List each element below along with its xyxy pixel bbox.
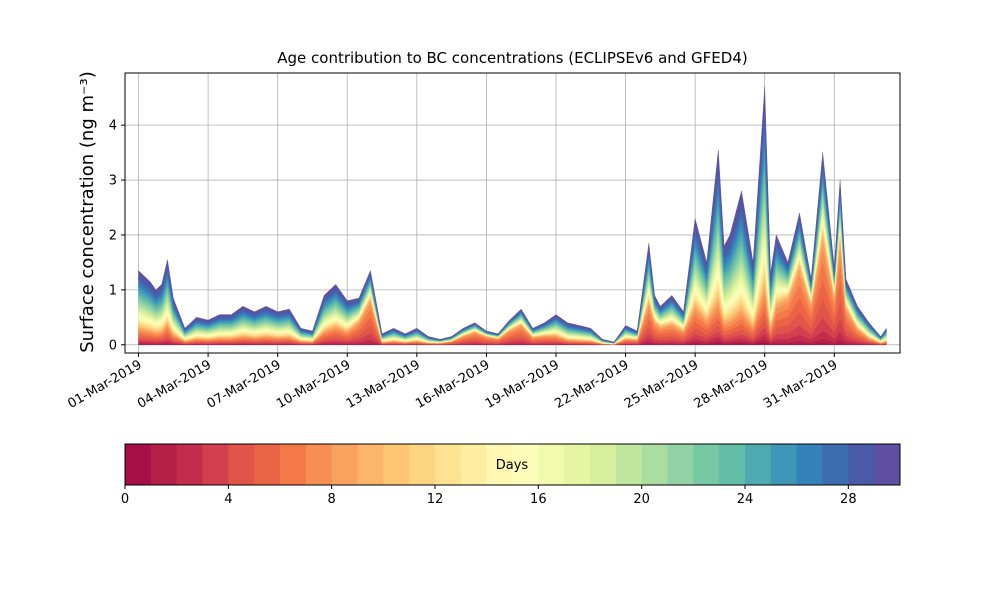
colorbar-swatch-26 <box>796 444 823 485</box>
colorbar-tick-label: 16 <box>530 492 547 507</box>
colorbar-frame <box>124 443 901 486</box>
x-tick-label: 25-Mar-2019 <box>622 357 701 411</box>
x-tick-label: 10-Mar-2019 <box>274 357 353 411</box>
colorbar-swatch-18 <box>590 444 617 485</box>
y-tick-label: 2 <box>109 228 117 243</box>
colorbar-swatch-23 <box>719 444 746 485</box>
y-axis-label: Surface concentration (ng m⁻³) <box>77 71 98 353</box>
colorbar-swatch-15 <box>512 444 539 485</box>
plot-area: 0 1 2 3 4 01-Mar-201904-Mar-201907-Mar-201910… <box>65 72 901 412</box>
colorbar-swatch-2 <box>176 444 203 485</box>
colorbar-swatch-4 <box>228 444 255 485</box>
colorbar-swatch-13 <box>460 444 488 485</box>
y-tick-label: 1 <box>109 283 117 298</box>
colorbar-swatch-3 <box>202 444 229 485</box>
x-tick-label: 13-Mar-2019 <box>344 357 423 411</box>
y-tick-label: 4 <box>109 119 117 134</box>
colorbar-swatch-24 <box>745 444 772 485</box>
age-band-day-29 <box>138 86 887 343</box>
colorbar-swatch-14 <box>486 444 513 485</box>
colorbar-label: Days <box>496 458 529 473</box>
colorbar-tick-label: 20 <box>633 492 650 507</box>
colorbar-swatch-19 <box>615 444 643 485</box>
x-tick-label: 07-Mar-2019 <box>205 357 284 411</box>
colorbar-swatch-27 <box>822 444 849 485</box>
y-tick-label: 0 <box>109 338 117 353</box>
colorbar-tick-label: 0 <box>121 492 129 507</box>
colorbar-swatch-6 <box>280 444 307 485</box>
colorbar-tick-label: 28 <box>840 492 857 507</box>
colorbar-swatch-7 <box>305 444 333 485</box>
colorbar-swatch-10 <box>383 444 410 485</box>
colorbar-swatch-20 <box>641 444 668 485</box>
y-tick-label: 3 <box>109 174 117 189</box>
x-tick-label: 16-Mar-2019 <box>413 357 492 411</box>
colorbar-swatch-11 <box>409 444 436 485</box>
colorbar: 0 4 8 12 16 20 24 28 <box>121 443 901 507</box>
colorbar-swatch-5 <box>254 444 281 485</box>
colorbar-swatch-0 <box>125 444 152 485</box>
x-tick-label: 19-Mar-2019 <box>483 357 562 411</box>
colorbar-swatch-12 <box>435 444 462 485</box>
colorbar-swatch-1 <box>150 444 178 485</box>
x-tick-label: 22-Mar-2019 <box>552 357 631 411</box>
colorbar-swatch-29 <box>874 444 901 485</box>
x-tick-label: 31-Mar-2019 <box>761 357 840 411</box>
colorbar-tick-label: 8 <box>328 492 336 507</box>
colorbar-swatch-16 <box>538 444 565 485</box>
colorbar-swatch-21 <box>667 444 694 485</box>
x-tick-label: 01-Mar-2019 <box>65 357 144 411</box>
colorbar-tick-label: 24 <box>737 492 754 507</box>
colorbar-swatch-9 <box>357 444 384 485</box>
axes-frame <box>124 72 901 354</box>
x-tick-label: 28-Mar-2019 <box>692 357 771 411</box>
colorbar-swatch-17 <box>564 444 591 485</box>
colorbar-swatch-22 <box>693 444 720 485</box>
colorbar-swatch-28 <box>848 444 875 485</box>
colorbar-swatch-25 <box>770 444 798 485</box>
chart-title: Age contribution to BC concentrations (E… <box>277 49 748 67</box>
colorbar-tick-label: 4 <box>224 492 232 507</box>
colorbar-tick-label: 12 <box>427 492 444 507</box>
x-tick-label: 04-Mar-2019 <box>135 357 214 411</box>
colorbar-swatch-8 <box>331 444 358 485</box>
